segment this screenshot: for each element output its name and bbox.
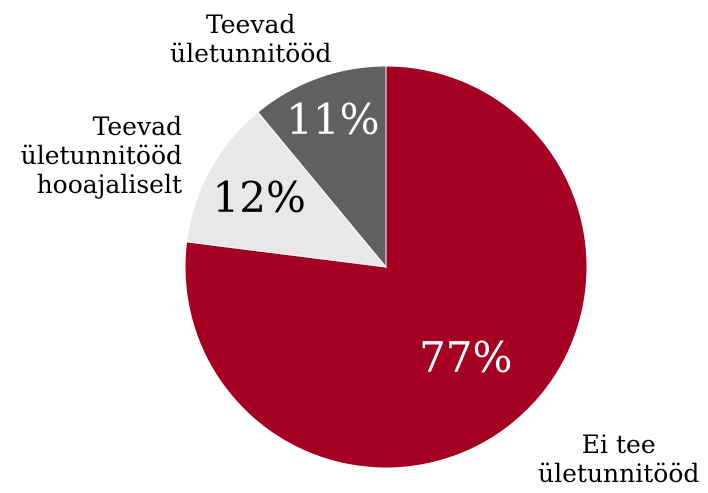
category-label-line: Teevad [170, 10, 331, 39]
category-label-line: Ei tee [538, 430, 699, 459]
category-label-teevad-hooajaliselt: Teevad ületunnitööd hooajaliselt [10, 112, 182, 199]
slice-value-label: 11% [286, 95, 379, 144]
category-label-line: hooajaliselt [10, 170, 182, 199]
slice-value-label: 77% [419, 333, 512, 382]
category-label-line: Teevad [10, 112, 182, 141]
slice-value-label: 12% [213, 173, 306, 222]
category-label-line: ületunnitööd [170, 39, 331, 68]
category-label-line: ületunnitööd [10, 141, 182, 170]
category-label-line: ületunnitööd [538, 459, 699, 488]
category-label-teevad: Teevad ületunnitööd [170, 10, 331, 68]
category-label-ei-tee: Ei tee ületunnitööd [538, 430, 699, 488]
